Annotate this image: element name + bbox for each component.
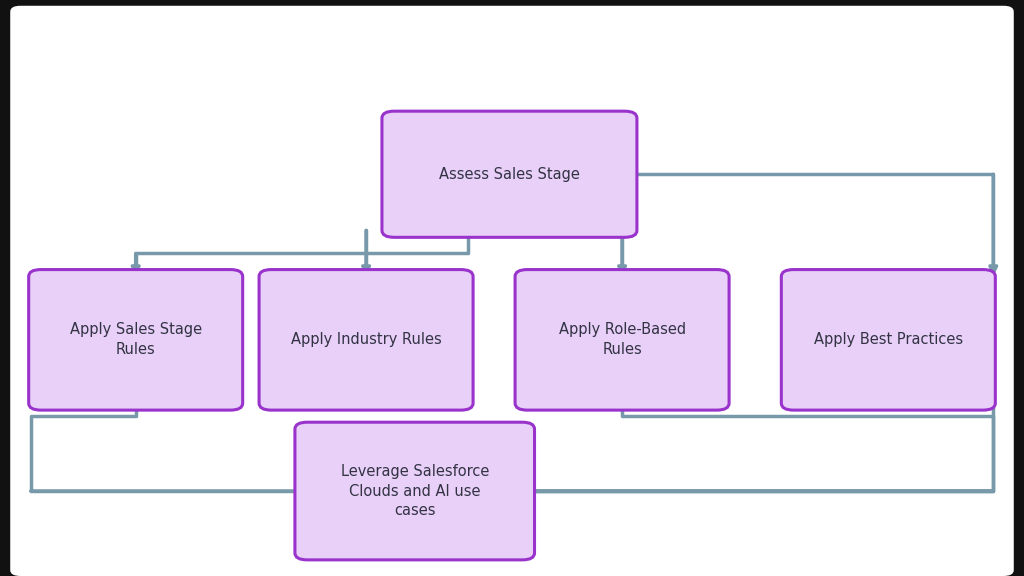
FancyBboxPatch shape [29,270,243,410]
FancyBboxPatch shape [259,270,473,410]
FancyBboxPatch shape [515,270,729,410]
FancyBboxPatch shape [10,6,1014,576]
FancyBboxPatch shape [295,422,535,560]
Text: Apply Best Practices: Apply Best Practices [814,332,963,347]
Text: Leverage Salesforce
Clouds and AI use
cases: Leverage Salesforce Clouds and AI use ca… [341,464,488,518]
Text: Apply Role-Based
Rules: Apply Role-Based Rules [558,323,686,357]
Text: Apply Industry Rules: Apply Industry Rules [291,332,441,347]
FancyBboxPatch shape [382,111,637,237]
Text: Apply Sales Stage
Rules: Apply Sales Stage Rules [70,323,202,357]
Text: Assess Sales Stage: Assess Sales Stage [439,166,580,182]
FancyBboxPatch shape [781,270,995,410]
